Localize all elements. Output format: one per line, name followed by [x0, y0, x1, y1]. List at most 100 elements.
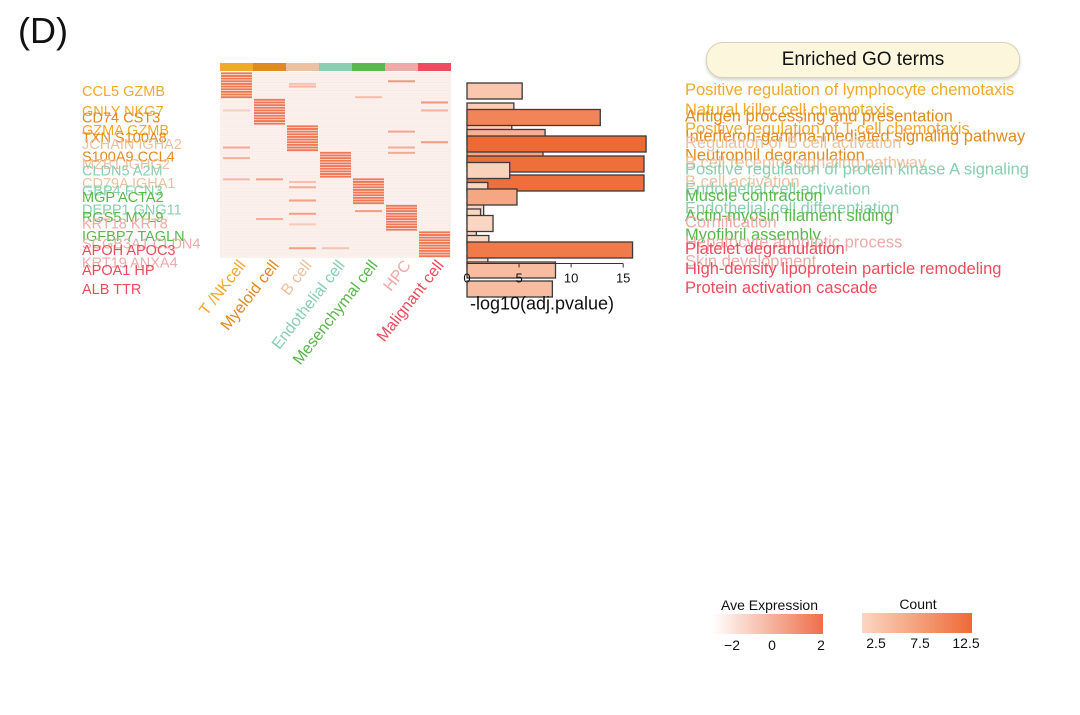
heatmap-cell	[221, 88, 252, 91]
go-bar	[466, 135, 647, 153]
go-term-label: Neutrophil degranulation	[685, 147, 865, 165]
heatmap-cell	[388, 130, 415, 133]
heatmap-cell	[254, 104, 285, 107]
heatmap-cell	[254, 114, 285, 117]
gene-label: APOA1 HP	[82, 263, 155, 279]
heatmap-cell	[254, 98, 285, 101]
heatmap-cell	[320, 157, 351, 160]
gene-label: SCGB3A1 CLDN4	[82, 237, 200, 253]
heatmap-cell	[421, 101, 448, 104]
heatmap-cell	[287, 135, 318, 138]
gene-label: S100A9 CCL4	[82, 150, 175, 166]
heatmap-cell	[388, 151, 415, 154]
go-bar	[466, 82, 523, 100]
heatmap-cell	[254, 122, 285, 125]
heatmap-cell	[289, 212, 316, 215]
heatmap-cell	[289, 180, 316, 183]
gene-label: APOH APOC3	[82, 243, 175, 259]
expression-legend-title: Ave Expression	[721, 597, 818, 613]
heatmap-cell	[254, 109, 285, 112]
column-color-bar	[385, 63, 418, 71]
heatmap-cell	[419, 252, 450, 255]
heatmap-cell	[289, 223, 316, 226]
go-term-label: Antigen processing and presentation	[685, 108, 953, 126]
heatmap-cell	[256, 218, 283, 221]
gene-label: CD79A IGHA1	[82, 176, 176, 192]
heatmap-cell	[221, 80, 252, 83]
go-term-label: High-density lipoprotein particle remode…	[685, 260, 1001, 278]
heatmap-cell	[386, 215, 417, 218]
heatmap-cell	[386, 204, 417, 207]
gene-label: CD74 CST3	[82, 111, 160, 127]
heatmap-cell	[289, 85, 316, 88]
heatmap-cell	[223, 157, 250, 160]
heatmap-cell	[256, 178, 283, 181]
heatmap-cell	[355, 96, 382, 99]
bar-x-axis-title: -log10(adj.pvalue)	[470, 294, 614, 314]
heatmap-cell	[254, 112, 285, 115]
go-bar	[466, 161, 511, 180]
heatmap-cell	[320, 154, 351, 157]
gene-label: DEPP1 GNG11	[82, 203, 182, 219]
heatmap-cell	[287, 138, 318, 141]
gene-label: CLDN5 A2M	[82, 164, 163, 180]
heatmap-cell	[353, 196, 384, 199]
heatmap-cell	[223, 178, 250, 181]
gene-label: GNLY NKG7	[82, 104, 164, 120]
expression-legend-tick: 0	[768, 637, 776, 653]
gene-label: RGS5 MYL9	[82, 210, 163, 226]
column-color-bar	[286, 63, 319, 71]
heatmap-cell	[320, 167, 351, 170]
column-color-bar	[352, 63, 385, 71]
go-term-label: Positive regulation of protein kinase A …	[685, 161, 1029, 179]
heatmap-cell	[223, 146, 250, 149]
count-legend-tick: 2.5	[866, 635, 886, 651]
heatmap-cell	[221, 96, 252, 99]
heatmap-cell	[421, 109, 448, 112]
count-legend-title: Count	[899, 596, 936, 612]
heatmap-cell	[353, 183, 384, 186]
heatmap-cell	[355, 210, 382, 213]
heatmap-cell	[289, 247, 316, 250]
gene-label: ALB TTR	[82, 282, 141, 298]
go-term-label: B cell activation	[685, 173, 800, 191]
heatmap-cell	[320, 170, 351, 173]
go-term-label: Endothelial cell activation	[685, 181, 870, 199]
go-term-label: Myofibril assembly	[685, 226, 821, 244]
heatmap-cell	[353, 178, 384, 181]
go-term-label: Regulation of B cell activation	[685, 134, 901, 152]
heatmap-cell	[287, 146, 318, 149]
heatmap-cell	[419, 234, 450, 236]
heatmap-cell	[419, 239, 450, 242]
heatmap-cell	[353, 186, 384, 189]
heatmap-cell	[419, 241, 450, 244]
column-color-bar	[319, 63, 352, 71]
heatmap-cell	[287, 125, 318, 128]
heatmap-cell	[254, 117, 285, 120]
gene-label: MZB1 IGHG2	[82, 157, 170, 173]
heatmap-cell	[320, 175, 351, 178]
heatmap-cell	[386, 218, 417, 221]
heatmap-cell	[386, 210, 417, 213]
heatmap-cell	[320, 173, 351, 175]
column-color-bar	[418, 63, 451, 71]
go-term-label: Protein activation cascade	[685, 279, 878, 297]
column-color-bar	[220, 63, 253, 71]
gene-label: CCL5 GZMB	[82, 84, 165, 100]
go-bar	[466, 188, 518, 206]
heatmap-cell	[221, 82, 252, 85]
go-term-label: B cell receptor signaling pathway	[685, 154, 927, 172]
go-term-label: Hepatocyte apoptotic process	[685, 234, 902, 252]
bar-x-tick-label: 15	[616, 271, 630, 286]
heatmap-cell	[289, 82, 316, 85]
heatmap-cell	[419, 231, 450, 234]
count-legend-tick: 7.5	[910, 635, 930, 651]
go-bar	[466, 261, 557, 279]
go-bar	[466, 241, 634, 259]
heatmap-cell	[320, 159, 351, 162]
heatmap-cell	[386, 228, 417, 231]
heatmap-cell	[320, 162, 351, 165]
gene-label: KRT19 ANXA4	[82, 256, 178, 272]
heatmap-cell	[388, 146, 415, 149]
go-bar	[466, 108, 601, 127]
